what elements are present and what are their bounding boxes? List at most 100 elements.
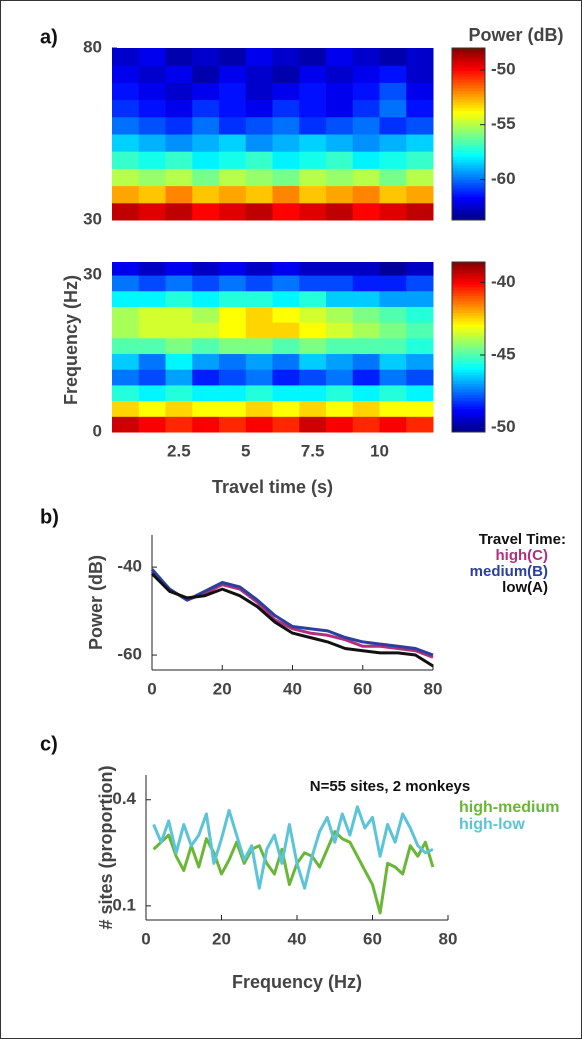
heatmap-cell	[352, 369, 380, 386]
colorbar-step	[452, 318, 485, 322]
heatmap-cell	[138, 168, 166, 187]
heatmap-cell	[299, 400, 327, 417]
heatmap-cell	[326, 384, 354, 402]
colorbar-step	[452, 188, 485, 192]
heatmap-cell	[219, 306, 247, 323]
heatmap-cell	[406, 116, 434, 135]
heatmap-cell	[272, 369, 300, 386]
heatmap-cell	[112, 400, 140, 417]
heatmap-cell	[112, 82, 140, 101]
colorbar-step	[452, 327, 485, 331]
colorbar-step	[452, 214, 485, 218]
heatmap-cell	[112, 48, 140, 66]
colorbar-step	[452, 420, 485, 424]
heatmap-cell	[352, 202, 380, 221]
heatmap-cell	[379, 262, 407, 276]
colorbar-step	[452, 273, 485, 277]
heatmap-cell	[379, 322, 407, 339]
heatmap-cell	[299, 185, 327, 204]
colorbar-step	[452, 423, 485, 427]
heatmap-cell	[272, 151, 300, 169]
heatmap-cell	[299, 384, 327, 402]
colorbar-step	[452, 389, 485, 393]
colorbar-step	[452, 125, 485, 129]
heatmap-cell	[272, 400, 300, 417]
heatmap-cell	[112, 290, 140, 307]
x-tick-label: 7.5	[301, 441, 325, 460]
heatmap-cell	[138, 151, 166, 169]
colorbar-step	[452, 296, 485, 300]
heatmap-cell	[219, 202, 247, 221]
heatmap-cell	[138, 134, 166, 152]
heatmap-cell	[112, 168, 140, 187]
y-tick-label: 0.4	[112, 789, 136, 808]
heatmap-cell	[112, 416, 140, 433]
colorbar-step	[452, 381, 485, 385]
heatmap-cell	[112, 337, 140, 355]
colorbar	[451, 261, 486, 433]
x-tick-label: 5	[241, 441, 250, 460]
x-tick-label: 60	[353, 679, 372, 698]
heatmap-cell	[165, 353, 193, 370]
heatmap-cell	[272, 322, 300, 339]
heatmap-cell	[192, 99, 220, 118]
heatmap-cell	[112, 262, 140, 276]
heatmap-cell	[219, 262, 247, 276]
heatmap-cell	[406, 353, 434, 370]
x-tick-label: 40	[283, 679, 302, 698]
colorbar-step	[452, 406, 485, 410]
heatmap-cell	[192, 384, 220, 402]
colorbar-step	[452, 262, 485, 266]
heatmap-cell	[138, 369, 166, 386]
x-tick-label: 2.5	[167, 441, 191, 460]
y-tick-label: 30	[83, 265, 102, 284]
heatmap-cell	[245, 416, 273, 433]
heatmap-cell	[165, 369, 193, 386]
colorbar-step	[452, 378, 485, 382]
heatmap-cell	[165, 384, 193, 402]
colorbar-step	[452, 179, 485, 184]
heatmap-cell	[112, 65, 140, 83]
heatmap-cell	[299, 416, 327, 433]
colorbar-step	[452, 165, 485, 169]
heatmap-cell	[379, 400, 407, 417]
heatmap-cell	[192, 416, 220, 433]
colorbar-step	[452, 276, 485, 280]
colorbar-step	[452, 355, 485, 359]
colorbar-frame	[451, 261, 486, 433]
heatmap-cell	[165, 322, 193, 339]
y-axis-label: Power (dB)	[86, 555, 106, 650]
heatmap-cell	[112, 353, 140, 370]
heatmap-cell	[165, 262, 193, 276]
panel-label: b)	[40, 506, 59, 528]
heatmap-cell	[379, 82, 407, 101]
heatmap-cell	[138, 202, 166, 221]
x-tick-label: 0	[141, 929, 150, 948]
heatmap-cell	[219, 116, 247, 135]
heatmap-cell	[165, 400, 193, 417]
heatmap-cell	[272, 290, 300, 307]
heatmap-cell	[352, 400, 380, 417]
colorbar-step	[452, 426, 485, 430]
colorbar-step	[452, 375, 485, 379]
colorbar-step	[452, 168, 485, 172]
colorbar-step	[452, 145, 485, 149]
heatmap-cell	[299, 65, 327, 83]
heatmap-cell	[299, 48, 327, 66]
heatmap-cell	[112, 306, 140, 323]
colorbar-step	[452, 400, 485, 405]
heatmap-cell	[165, 116, 193, 135]
y-tick-label: 0.1	[112, 895, 136, 914]
heatmap-cell	[379, 202, 407, 221]
legend-entry: medium(B)	[470, 563, 548, 580]
colorbar-step	[452, 279, 485, 283]
y-tick-label: 80	[83, 37, 102, 56]
heatmap-cell	[326, 353, 354, 370]
colorbar-step	[452, 59, 485, 63]
heatmap-cell	[112, 151, 140, 169]
colorbar-step	[452, 139, 485, 144]
heatmap-cell	[272, 416, 300, 433]
heatmap-cell	[245, 99, 273, 118]
colorbar-step	[452, 48, 485, 52]
colorbar-step	[452, 344, 485, 348]
